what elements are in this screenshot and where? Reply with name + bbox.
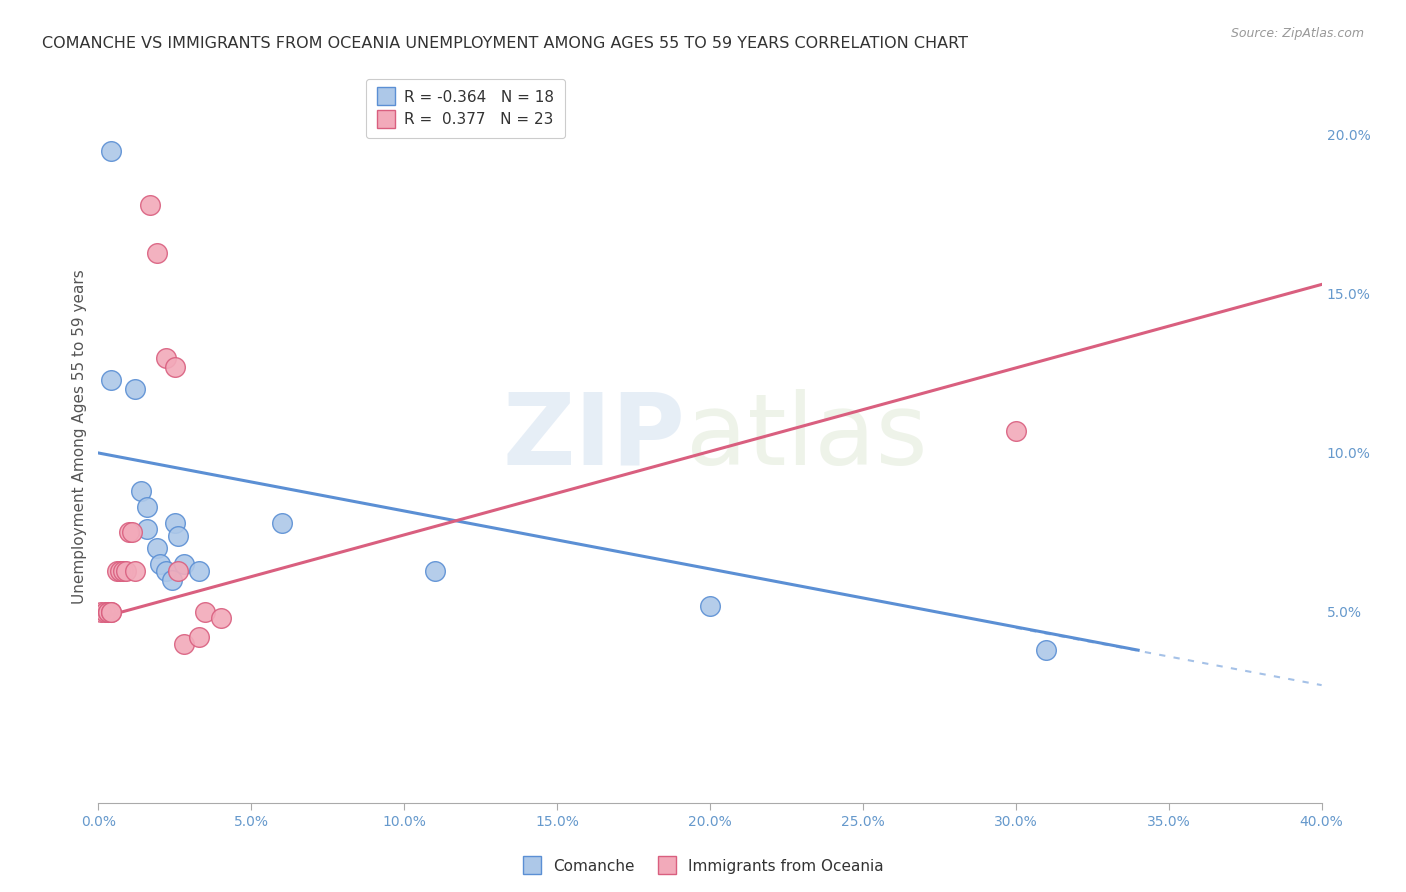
Text: atlas: atlas <box>686 389 927 485</box>
Point <box>173 637 195 651</box>
Point <box>118 525 141 540</box>
Point <box>1035 643 1057 657</box>
Point <box>149 558 172 572</box>
Point <box>100 373 122 387</box>
Legend: Comanche, Immigrants from Oceania: Comanche, Immigrants from Oceania <box>516 853 890 880</box>
Point <box>121 525 143 540</box>
Point <box>423 564 446 578</box>
Point <box>136 500 159 514</box>
Point <box>97 605 120 619</box>
Text: ZIP: ZIP <box>503 389 686 485</box>
Point <box>129 484 152 499</box>
Point <box>108 564 131 578</box>
Point <box>167 529 190 543</box>
Point <box>699 599 721 613</box>
Point <box>1004 424 1026 438</box>
Point <box>155 351 177 365</box>
Point <box>124 564 146 578</box>
Y-axis label: Unemployment Among Ages 55 to 59 years: Unemployment Among Ages 55 to 59 years <box>72 269 87 605</box>
Point <box>188 564 211 578</box>
Point <box>90 605 112 619</box>
Point <box>167 564 190 578</box>
Point <box>115 564 138 578</box>
Text: Source: ZipAtlas.com: Source: ZipAtlas.com <box>1230 27 1364 40</box>
Legend: R = -0.364   N = 18, R =  0.377   N = 23: R = -0.364 N = 18, R = 0.377 N = 23 <box>366 79 565 138</box>
Point <box>209 611 232 625</box>
Point <box>136 522 159 536</box>
Point <box>194 605 217 619</box>
Point <box>139 198 162 212</box>
Point <box>111 564 134 578</box>
Point <box>100 144 122 158</box>
Point <box>173 558 195 572</box>
Point <box>145 245 167 260</box>
Point <box>124 383 146 397</box>
Point <box>93 605 115 619</box>
Point <box>160 573 183 587</box>
Point <box>188 631 211 645</box>
Text: COMANCHE VS IMMIGRANTS FROM OCEANIA UNEMPLOYMENT AMONG AGES 55 TO 59 YEARS CORRE: COMANCHE VS IMMIGRANTS FROM OCEANIA UNEM… <box>42 36 969 51</box>
Point <box>270 516 292 530</box>
Point <box>155 564 177 578</box>
Point <box>97 605 120 619</box>
Point <box>163 360 186 375</box>
Point <box>100 605 122 619</box>
Point <box>100 605 122 619</box>
Point <box>105 564 128 578</box>
Point <box>163 516 186 530</box>
Point <box>145 541 167 556</box>
